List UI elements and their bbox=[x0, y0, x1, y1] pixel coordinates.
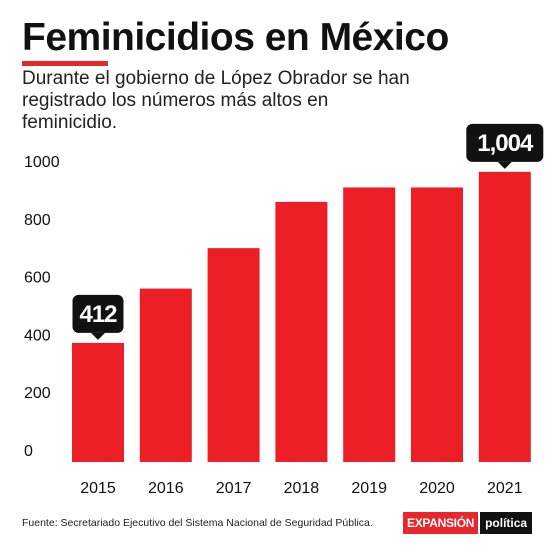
y-tick-label: 800 bbox=[24, 212, 51, 229]
callout-box bbox=[72, 294, 124, 333]
y-tick-label: 600 bbox=[24, 270, 51, 287]
callout-2015: 412 bbox=[72, 294, 124, 340]
y-axis-ticks: 0 200 400 600 800 1000 bbox=[24, 154, 60, 460]
brand-logo-main: Expansión bbox=[403, 512, 479, 534]
chart-subtitle: Durante el gobierno de López Obrador se … bbox=[22, 68, 410, 133]
bars bbox=[72, 171, 531, 462]
source-note: Fuente: Secretariado Ejecutivo del Siste… bbox=[22, 517, 373, 529]
bar-2018 bbox=[275, 201, 328, 462]
y-tick-label: 200 bbox=[24, 385, 51, 402]
brand-logo-sub: política bbox=[480, 512, 533, 534]
x-tick-label: 2018 bbox=[284, 480, 320, 497]
x-tick-label: 2015 bbox=[80, 480, 116, 497]
x-tick-label: 2020 bbox=[419, 480, 455, 497]
callout-box bbox=[466, 123, 544, 162]
value-callouts: 412 1,004 bbox=[72, 123, 544, 340]
bar-2017 bbox=[207, 248, 260, 462]
bar-2015 bbox=[72, 342, 124, 462]
x-axis-labels: 2015 2016 2017 2018 2019 2020 2021 bbox=[80, 480, 522, 497]
x-tick-label: 2021 bbox=[487, 480, 523, 497]
bar-2021 bbox=[478, 171, 531, 462]
bar-2020 bbox=[411, 187, 463, 462]
x-tick-label: 2017 bbox=[216, 480, 252, 497]
callout-value: 412 bbox=[79, 301, 117, 328]
brand-logo: Expansión política bbox=[403, 512, 533, 534]
x-tick-label: 2016 bbox=[148, 480, 184, 497]
bar-2019 bbox=[343, 187, 396, 462]
y-tick-label: 1000 bbox=[24, 154, 60, 171]
callout-pointer bbox=[497, 161, 512, 169]
callout-pointer bbox=[91, 332, 105, 340]
y-tick-label: 400 bbox=[24, 327, 51, 344]
chart-title: Feminicidios en México bbox=[22, 16, 449, 59]
callout-2021: 1,004 bbox=[466, 123, 544, 169]
x-tick-label: 2019 bbox=[351, 480, 387, 497]
y-tick-label: 0 bbox=[24, 443, 33, 460]
title-accent-underline bbox=[22, 61, 108, 66]
callout-value: 1,004 bbox=[477, 130, 534, 157]
bar-2016 bbox=[139, 288, 192, 462]
